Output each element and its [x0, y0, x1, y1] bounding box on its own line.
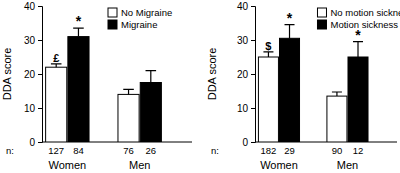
significance-marker: $ — [265, 40, 271, 52]
y-tick: 40 — [237, 1, 255, 12]
y-tick: 30 — [237, 35, 255, 46]
y-tick-mark — [38, 142, 42, 143]
plot-area — [46, 28, 162, 142]
bar — [140, 83, 161, 143]
error-bar — [73, 28, 84, 36]
legend-item: No motion sickness — [317, 7, 400, 18]
bar — [68, 37, 89, 142]
y-tick-mark — [251, 40, 255, 41]
y-tick: 10 — [24, 103, 42, 114]
significance-marker: * — [287, 10, 293, 26]
x-tick-label: Women — [48, 159, 86, 171]
y-tick: 20 — [237, 69, 255, 80]
legend-swatch — [317, 20, 326, 29]
legend-label: Motion sickness — [330, 19, 398, 30]
y-tick-mark — [251, 6, 255, 7]
x-axis: Women Men — [42, 142, 192, 171]
y-tick: 40 — [24, 1, 42, 12]
legend: No motion sicknessMotion sickness — [317, 7, 400, 30]
y-tick-mark — [38, 6, 42, 7]
y-tick-mark — [38, 108, 42, 109]
sample-size: 12 — [353, 145, 364, 156]
y-tick-mark — [38, 40, 42, 41]
error-bar — [263, 52, 273, 57]
y-tick-label: 40 — [237, 1, 249, 12]
bar — [46, 67, 67, 142]
x-tick: Women — [48, 159, 86, 171]
y-tick-label: 10 — [237, 103, 249, 114]
y-tick-label: 20 — [237, 69, 249, 80]
x-tick: Men — [129, 159, 150, 171]
error-bar — [353, 42, 363, 57]
y-tick: 30 — [24, 35, 42, 46]
sample-label: n: — [6, 145, 14, 156]
legend-label: No Migraine — [121, 7, 172, 18]
y-tick-label: 0 — [242, 137, 248, 148]
chart: 0 10 20 30 40 Women Men £127 76 * 84 26 No MigraineM… — [24, 1, 192, 171]
bar — [348, 57, 368, 142]
x-tick-label: Men — [337, 159, 358, 171]
y-tick-mark — [251, 108, 255, 109]
legend-label: Migraine — [121, 19, 157, 30]
error-bar — [332, 92, 342, 96]
error-bar — [285, 25, 295, 39]
legend-swatch — [108, 8, 117, 17]
legend-item: No Migraine — [108, 7, 172, 18]
legend-swatch — [317, 8, 326, 17]
plot-area — [258, 25, 368, 142]
sample-label: n: — [211, 145, 219, 156]
y-axis-title: DDA score — [1, 48, 13, 101]
sample-size: 127 — [48, 145, 64, 156]
significance-marker: * — [76, 13, 82, 29]
sample-size: 76 — [123, 145, 134, 156]
y-tick: 0 — [29, 137, 42, 148]
legend-label: No motion sickness — [330, 7, 400, 18]
y-tick: 20 — [24, 69, 42, 80]
bar — [279, 38, 299, 142]
y-tick-mark — [251, 142, 255, 143]
x-tick-label: Women — [260, 159, 298, 171]
y-axis-line — [38, 7, 43, 143]
x-tick: Women — [260, 159, 298, 171]
y-tick-label: 30 — [24, 35, 36, 46]
chart: 010203040WomenMen$18290*29*12No motion s… — [237, 1, 400, 171]
y-axis-title: DDA score — [206, 48, 218, 101]
legend-item: Migraine — [108, 19, 157, 30]
x-axis: Women Men — [255, 142, 397, 171]
sample-size: 29 — [284, 145, 295, 156]
legend-swatch — [108, 20, 117, 29]
y-tick-mark — [38, 74, 42, 75]
y-tick-label: 0 — [29, 137, 35, 148]
legend-item: Motion sickness — [317, 19, 398, 30]
y-axis: 0 10 20 30 40 — [24, 1, 43, 148]
x-tick-label: Men — [129, 159, 150, 171]
bar — [258, 57, 278, 142]
sample-size: 84 — [73, 145, 84, 156]
y-axis-line — [251, 7, 256, 143]
y-tick-label: 40 — [24, 1, 36, 12]
sample-size: 90 — [332, 145, 343, 156]
bar — [118, 94, 139, 142]
sample-size: 182 — [261, 145, 277, 156]
y-tick-label: 10 — [24, 103, 36, 114]
y-tick: 0 — [242, 137, 255, 148]
bar — [327, 96, 347, 142]
y-tick-label: 30 — [237, 35, 249, 46]
legend: No MigraineMigraine — [108, 7, 172, 30]
error-bar — [51, 64, 62, 67]
y-tick: 10 — [237, 103, 255, 114]
error-bar — [146, 71, 157, 83]
y-tick-label: 20 — [24, 69, 36, 80]
significance-marker: £ — [53, 52, 59, 64]
figure: 010203040WomenMen£12776*8426No MigraineM… — [0, 0, 400, 173]
y-axis: 0 10 20 30 40 — [237, 1, 256, 148]
error-bar — [123, 89, 134, 94]
x-tick: Men — [337, 159, 358, 171]
sample-size: 26 — [146, 145, 157, 156]
y-tick-mark — [251, 74, 255, 75]
